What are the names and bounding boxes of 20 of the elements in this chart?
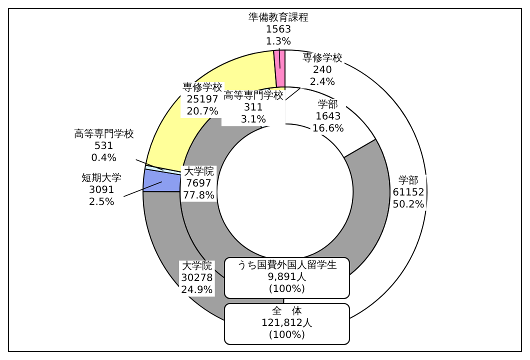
- data-label: 531 0.4%: [91, 140, 117, 164]
- slice-label: 高等専門学校: [74, 128, 134, 140]
- data-label: 3091 2.5%: [88, 184, 114, 208]
- slice-label: 短期大学: [82, 172, 122, 184]
- slice-label: うち国費外国人留学生 9,891人 (100%): [224, 257, 350, 299]
- slice-label: 大学院: [182, 260, 212, 272]
- slice-label: 専修学校: [302, 52, 342, 64]
- data-label: 1643 16.6%: [312, 112, 344, 135]
- data-label: 7697 77.8%: [182, 178, 215, 202]
- slice-label: 学部: [398, 174, 419, 186]
- slice-label: 学部: [318, 98, 338, 111]
- data-label: 1563 1.3%: [266, 24, 292, 48]
- data-label: 61152 50.2%: [392, 187, 424, 210]
- data-label: 30278 24.9%: [181, 273, 213, 296]
- slice-label: 全 体 121,812人 (100%): [224, 303, 350, 345]
- data-label: 25197 20.7%: [186, 94, 218, 118]
- slice-label: 準備教育課程: [248, 12, 308, 24]
- slice-label: 専修学校: [182, 82, 223, 94]
- category-label: 大学院: [184, 166, 214, 178]
- data-label: 240 2.4%: [310, 65, 336, 88]
